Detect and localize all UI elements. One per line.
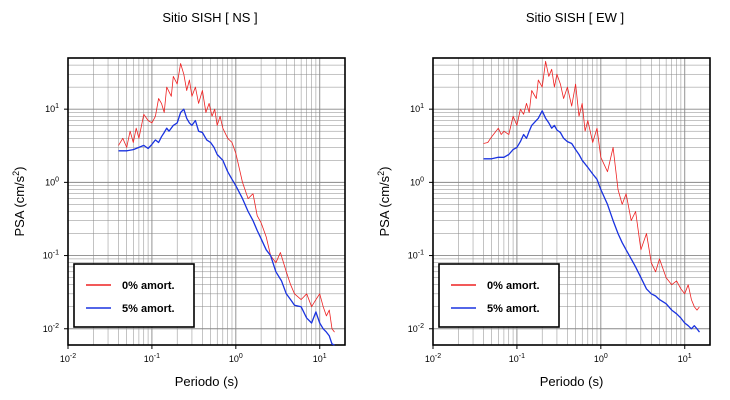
legend-box (73, 263, 195, 328)
x-tick-label: 10-1 (144, 353, 160, 364)
tick-exponent: 0 (239, 353, 243, 360)
legend: 0% amort. 5% amort. (73, 263, 195, 328)
y-tick-label: 10-1 (43, 250, 59, 261)
tick-exponent: -1 (53, 250, 59, 257)
legend-label: 0% amort. (487, 280, 540, 292)
chart-title: Sitio SISH [ EW ] (526, 10, 624, 25)
tick-exponent: -2 (435, 353, 441, 360)
tick-exponent: 1 (688, 353, 692, 360)
y-label-end: ) (377, 166, 392, 170)
tick-base: 10 (408, 251, 418, 261)
tick-base: 10 (43, 324, 53, 334)
x-tick-label: 101 (678, 353, 692, 364)
tick-exponent: -1 (519, 353, 525, 360)
y-label-end: ) (12, 166, 27, 170)
y-tick-label: 10-2 (43, 323, 59, 334)
tick-base: 10 (229, 354, 239, 364)
tick-exponent: 1 (55, 103, 59, 110)
chart-title: Sitio SISH [ NS ] (162, 10, 257, 25)
y-axis-label: PSA (cm/s2) (376, 166, 392, 236)
tick-base: 10 (45, 177, 55, 187)
x-tick-label: 101 (313, 353, 327, 364)
x-tick-label: 10-1 (509, 353, 525, 364)
x-tick-label: 10-2 (425, 353, 441, 364)
tick-exponent: 0 (420, 176, 424, 183)
y-label-superscript: 2 (376, 171, 386, 176)
tick-exponent: 0 (604, 353, 608, 360)
series-line-5-percent (483, 110, 701, 333)
y-tick-label: 101 (410, 103, 424, 114)
tick-base: 10 (594, 354, 604, 364)
tick-base: 10 (144, 354, 154, 364)
tick-exponent: -2 (418, 323, 424, 330)
y-label-superscript: 2 (11, 171, 21, 176)
tick-exponent: 0 (55, 176, 59, 183)
tick-base: 10 (509, 354, 519, 364)
legend: 0% amort. 5% amort. (438, 263, 560, 328)
legend-box (438, 263, 560, 328)
y-axis-label: PSA (cm/s2) (11, 166, 27, 236)
tick-base: 10 (45, 104, 55, 114)
x-tick-label: 10-2 (60, 353, 76, 364)
y-tick-label: 10-1 (408, 250, 424, 261)
plot-frame (67, 57, 346, 346)
x-axis-label: Periodo (s) (175, 374, 239, 389)
tick-exponent: 1 (323, 353, 327, 360)
x-tick-label: 100 (229, 353, 243, 364)
series-line-5-percent (118, 108, 335, 346)
tick-base: 10 (410, 104, 420, 114)
y-tick-label: 101 (45, 103, 59, 114)
y-tick-label: 100 (410, 176, 424, 187)
legend-label: 5% amort. (487, 303, 540, 315)
y-tick-label: 10-2 (408, 323, 424, 334)
series-line-0-percent (118, 63, 335, 333)
tick-exponent: -1 (418, 250, 424, 257)
tick-exponent: 1 (420, 103, 424, 110)
tick-base: 10 (408, 324, 418, 334)
tick-exponent: -1 (154, 353, 160, 360)
tick-base: 10 (678, 354, 688, 364)
tick-base: 10 (425, 354, 435, 364)
tick-base: 10 (410, 177, 420, 187)
y-label-main: PSA (cm/s (377, 175, 392, 236)
tick-base: 10 (43, 251, 53, 261)
tick-base: 10 (313, 354, 323, 364)
tick-exponent: -2 (53, 323, 59, 330)
tick-base: 10 (60, 354, 70, 364)
plot-frame (432, 57, 711, 346)
y-label-main: PSA (cm/s (12, 175, 27, 236)
y-tick-label: 100 (45, 176, 59, 187)
series-line-0-percent (483, 60, 700, 311)
legend-label: 0% amort. (122, 280, 175, 292)
tick-exponent: -2 (70, 353, 76, 360)
x-tick-label: 100 (594, 353, 608, 364)
x-axis-label: Periodo (s) (540, 374, 604, 389)
legend-label: 5% amort. (122, 303, 175, 315)
